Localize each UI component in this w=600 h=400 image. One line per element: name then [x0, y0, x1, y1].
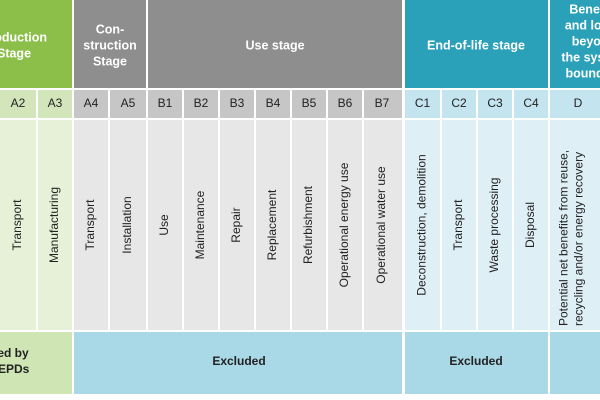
module-code-cell — [405, 90, 440, 118]
module-description-cell — [74, 120, 108, 330]
module-code-cell — [292, 90, 326, 118]
module-code: D — [574, 96, 583, 110]
stage-header — [0, 0, 72, 88]
module-description-cell — [38, 120, 72, 330]
stage-label: Stage — [0, 46, 31, 60]
stage-label: End-of-life stage — [427, 38, 525, 52]
module-description: Potential net benefits from reuse, — [557, 150, 571, 326]
module-description-cell — [328, 120, 362, 330]
module-code-cell — [256, 90, 290, 118]
module-code: B6 — [338, 96, 353, 110]
module-code-cell — [110, 90, 146, 118]
module-description-cell — [256, 120, 290, 330]
module-description: Repair — [229, 207, 243, 242]
module-code-cell — [364, 90, 402, 118]
module-description: Operational energy use — [337, 162, 351, 287]
module-code-cell — [0, 90, 36, 118]
module-description-cell — [514, 120, 548, 330]
module-code-cell — [478, 90, 512, 118]
module-code: B3 — [230, 96, 245, 110]
coverage-cell — [0, 332, 72, 394]
stage-header — [550, 0, 600, 88]
module-description-cell — [0, 120, 36, 330]
coverage-label: Covered by — [0, 346, 29, 360]
stage-label: boundary — [566, 66, 600, 80]
stage-label: the system — [561, 50, 600, 64]
module-code-cell — [74, 90, 108, 118]
module-description-cell — [405, 120, 440, 330]
module-code-cell — [148, 90, 182, 118]
module-code-cell — [220, 90, 254, 118]
module-description: Deconstruction, demolition — [415, 154, 429, 295]
coverage-cell — [550, 332, 600, 394]
coverage-cell — [74, 332, 402, 394]
module-code: C1 — [415, 96, 431, 110]
stage-label: Use stage — [245, 38, 304, 52]
module-code: A3 — [48, 96, 63, 110]
module-code: A4 — [84, 96, 99, 110]
stage-header — [405, 0, 548, 88]
module-description: Waste processing — [487, 178, 501, 273]
stage-label: Stage — [93, 54, 127, 68]
stage-label: Benefits — [569, 2, 600, 16]
module-description-cell — [110, 120, 146, 330]
module-code-cell — [328, 90, 362, 118]
module-description-cell — [220, 120, 254, 330]
coverage-label: LEED EPDs — [0, 362, 30, 376]
module-description: Replacement — [265, 189, 279, 260]
stage-header — [148, 0, 402, 88]
module-code-cell — [38, 90, 72, 118]
module-code: C4 — [523, 96, 539, 110]
module-description: Use — [157, 214, 171, 236]
module-code-cell — [550, 90, 600, 118]
module-description-cell — [184, 120, 218, 330]
module-code-cell — [514, 90, 548, 118]
coverage-cell — [405, 332, 548, 394]
module-description-cell — [292, 120, 326, 330]
module-code: B7 — [375, 96, 390, 110]
coverage-label: Excluded — [449, 354, 502, 368]
module-description: Manufacturing — [47, 187, 61, 263]
module-description: Refurbishment — [301, 185, 315, 264]
module-description: Operational water use — [374, 166, 388, 284]
coverage-label: Excluded — [212, 354, 265, 368]
stage-label: Production — [0, 30, 47, 44]
module-code: C3 — [487, 96, 503, 110]
module-description: Installation — [120, 196, 134, 253]
stage-label: beyond — [572, 34, 600, 48]
module-description: Maintenance — [193, 190, 207, 259]
stage-label: struction — [83, 38, 136, 52]
module-description: Disposal — [523, 202, 537, 248]
module-code: C2 — [451, 96, 467, 110]
module-code: B2 — [194, 96, 209, 110]
module-code-cell — [442, 90, 476, 118]
module-code: B4 — [266, 96, 281, 110]
module-code: A5 — [121, 96, 136, 110]
module-description-cell — [550, 120, 600, 330]
module-description-cell — [478, 120, 512, 330]
module-description-cell — [148, 120, 182, 330]
module-description: Transport — [451, 199, 465, 251]
module-description: recycling and/or energy recovery — [572, 152, 586, 326]
module-code-cell — [184, 90, 218, 118]
module-description-cell — [442, 120, 476, 330]
stage-label: and loads — [565, 18, 600, 32]
module-description: Transport — [10, 199, 24, 251]
stage-header — [74, 0, 146, 88]
module-description-cell — [364, 120, 402, 330]
module-code: B5 — [302, 96, 317, 110]
stage-label: Con- — [96, 22, 124, 36]
module-code: A2 — [11, 96, 26, 110]
module-code: B1 — [158, 96, 173, 110]
module-description: Transport — [83, 199, 97, 251]
